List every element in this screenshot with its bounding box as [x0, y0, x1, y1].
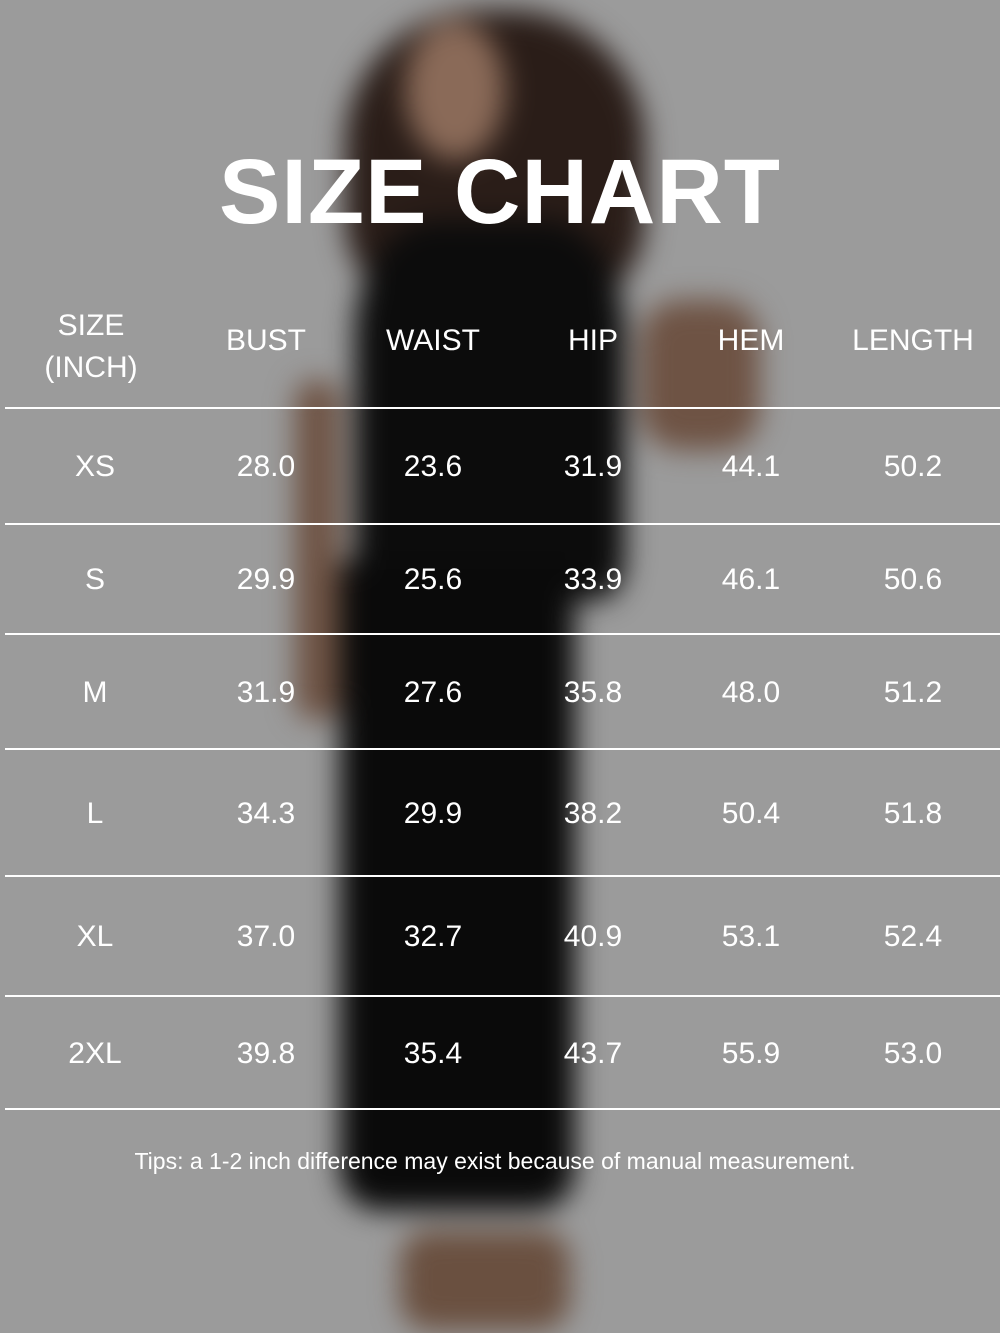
cell-bust: 28.0 [236, 450, 296, 483]
cell-hem: 53.1 [721, 920, 781, 953]
cell-waist: 25.6 [403, 563, 463, 596]
cell-length: 51.2 [883, 675, 943, 709]
cell-length: 51.8 [883, 796, 943, 830]
row-divider [5, 407, 1000, 409]
cell-size: XS [74, 450, 116, 483]
cell-length: 52.4 [883, 920, 943, 953]
cell-hip: 33.9 [563, 563, 623, 596]
header-hip: HIP [567, 324, 619, 357]
header-length: LENGTH [852, 324, 974, 357]
cell-length: 50.2 [883, 450, 943, 483]
cell-hem: 50.4 [721, 796, 781, 830]
cell-hem: 44.1 [721, 450, 781, 483]
cell-bust: 39.8 [236, 1036, 296, 1070]
header-size-unit: (INCH) [44, 351, 138, 384]
cell-hip: 40.9 [563, 920, 623, 953]
cell-waist: 35.4 [403, 1036, 463, 1070]
header-size-label: SIZE [57, 309, 125, 342]
row-divider [5, 748, 1000, 750]
cell-waist: 32.7 [403, 920, 463, 953]
row-divider [5, 633, 1000, 635]
header-size: SIZE (INCH) [44, 305, 137, 389]
row-divider [5, 523, 1000, 525]
cell-bust: 29.9 [236, 563, 296, 596]
header-hem: HEM [717, 324, 785, 357]
header-bust: BUST [225, 324, 307, 357]
cell-waist: 29.9 [403, 796, 463, 830]
cell-hip: 35.8 [563, 675, 623, 709]
cell-bust: 31.9 [236, 675, 296, 709]
cell-length: 50.6 [883, 563, 943, 596]
row-divider [5, 875, 1000, 877]
cell-waist: 27.6 [403, 675, 463, 709]
cell-bust: 37.0 [236, 920, 296, 953]
cell-hem: 55.9 [721, 1036, 781, 1070]
cell-length: 53.0 [883, 1036, 943, 1070]
page-title: SIZE CHART [219, 141, 781, 243]
cell-size: S [84, 563, 106, 596]
row-divider [5, 995, 1000, 997]
tips-note: Tips: a 1-2 inch difference may exist be… [134, 1148, 856, 1174]
cell-hip: 43.7 [563, 1036, 623, 1070]
row-divider [5, 1108, 1000, 1110]
cell-size: 2XL [68, 1036, 122, 1070]
cell-bust: 34.3 [236, 796, 296, 830]
cell-size: L [86, 796, 104, 830]
cell-hem: 46.1 [721, 563, 781, 596]
cell-hip: 38.2 [563, 796, 623, 830]
cell-size: M [82, 675, 108, 709]
cell-size: XL [76, 920, 114, 953]
cell-waist: 23.6 [403, 450, 463, 483]
cell-hip: 31.9 [563, 450, 623, 483]
header-waist: WAIST [386, 324, 480, 357]
cell-hem: 48.0 [721, 675, 781, 709]
